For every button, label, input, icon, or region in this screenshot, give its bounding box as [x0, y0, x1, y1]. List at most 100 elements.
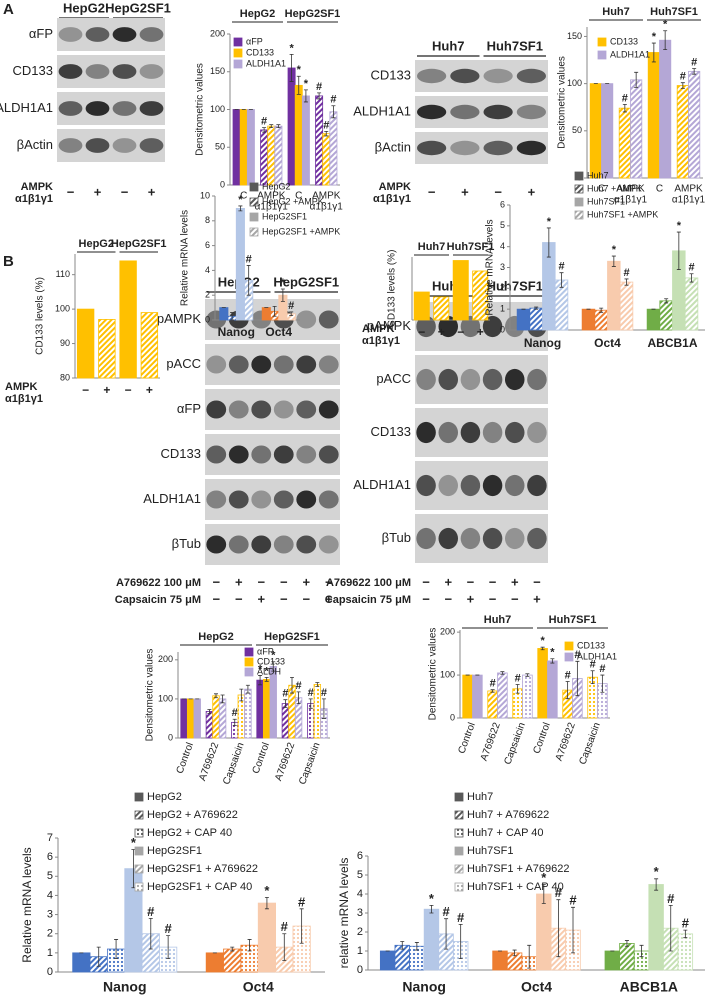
treatment-sign: −	[302, 591, 310, 606]
bar	[647, 52, 660, 179]
x-axis-label: AMPK	[362, 323, 394, 335]
blot-band	[318, 445, 339, 464]
blot-band	[251, 445, 272, 464]
error-bar	[668, 905, 673, 952]
bar	[659, 300, 673, 331]
y-tick-label: 3	[500, 262, 505, 272]
x-tick-label: α1β1γ1	[310, 202, 344, 213]
blot-band	[251, 490, 272, 509]
blot-band	[228, 355, 249, 374]
error-bar	[429, 905, 434, 914]
blot-band	[228, 490, 249, 509]
blot-band	[516, 68, 547, 84]
treatment-sign: +	[325, 591, 333, 606]
blot-strip	[415, 514, 548, 563]
legend-swatch	[564, 652, 574, 662]
significance-mark: #	[555, 885, 563, 900]
significance-mark: *	[258, 663, 263, 675]
error-bar	[565, 681, 570, 700]
y-axis-label: Relative mRNA levels	[485, 219, 496, 315]
blot-band	[318, 310, 339, 329]
error-bar	[246, 265, 251, 296]
significance-mark: #	[569, 893, 577, 908]
error-bar	[238, 205, 243, 212]
y-tick-label: 4	[357, 888, 363, 900]
error-bar	[639, 944, 644, 958]
bar	[322, 133, 331, 186]
legend-swatch	[574, 171, 584, 181]
error-bar	[676, 231, 681, 270]
y-tick-label: 80	[60, 372, 70, 382]
error-bar	[611, 255, 616, 267]
error-bar	[289, 311, 294, 317]
x-tick-label: +	[477, 325, 484, 339]
y-tick-label: 50	[215, 142, 225, 152]
blot-band	[450, 140, 480, 156]
error-bar	[400, 941, 405, 950]
significance-mark: #	[308, 687, 314, 699]
error-bar	[689, 273, 694, 283]
y-axis-label: Densitometric values	[195, 63, 206, 156]
treatment-sign: −	[444, 591, 452, 606]
bar	[462, 674, 473, 719]
blot-row-label: pAMPK	[367, 318, 411, 333]
blot-band	[273, 355, 294, 374]
legend-swatch	[134, 828, 144, 838]
blot-strip	[415, 408, 548, 457]
bar	[218, 698, 227, 739]
error-bar	[214, 693, 218, 699]
treatment-label: α1β1γ1	[15, 193, 53, 205]
error-bar	[590, 670, 595, 685]
error-bar	[654, 878, 659, 891]
significance-mark: #	[457, 910, 465, 925]
blot-band	[483, 140, 513, 156]
significance-mark: *	[289, 42, 294, 54]
bar	[684, 277, 699, 331]
legend-label: Huh7 + CAP 40	[467, 827, 544, 839]
y-tick-label: 200	[440, 627, 455, 637]
legend-label: αFP	[257, 646, 274, 656]
blot-band	[296, 400, 317, 419]
legend-swatch	[244, 657, 254, 667]
blot-band	[139, 27, 164, 42]
blot-header: HepG2	[63, 0, 105, 15]
y-axis-label: Densitometric values	[428, 628, 439, 721]
significance-mark: #	[667, 891, 675, 906]
treatment-label: Capsaicin 75 μM	[325, 594, 411, 606]
bar	[619, 943, 635, 971]
y-axis-label: CD133 levels (%)	[387, 250, 398, 328]
legend-label: Huh7SF1 + A769622	[467, 863, 569, 875]
error-bar	[534, 306, 539, 310]
blot-band	[438, 474, 459, 497]
blot-band	[206, 400, 227, 419]
blot-band	[228, 445, 249, 464]
panel-label: B	[3, 253, 14, 270]
bar	[677, 933, 694, 971]
bar	[274, 125, 283, 186]
y-tick-label: 100	[440, 669, 455, 679]
x-tick-label: Oct4	[521, 979, 552, 995]
y-tick-label: 3	[357, 907, 363, 919]
error-bar	[264, 677, 269, 682]
panel-label: A	[3, 1, 14, 18]
y-tick-label: 0	[220, 179, 225, 189]
y-axis-label: Relative mRNA levels	[20, 847, 34, 962]
significance-mark: #	[574, 649, 580, 661]
bar	[119, 260, 137, 379]
blot-band	[482, 368, 503, 391]
x-tick-label: Capsaicin	[297, 741, 322, 786]
bar	[688, 70, 701, 179]
error-bar	[247, 939, 252, 952]
blot-band	[450, 104, 480, 120]
error-bar	[280, 288, 285, 302]
bar	[257, 902, 277, 973]
significance-mark: #	[691, 56, 697, 68]
blot-header: Huh7SF1	[487, 278, 543, 293]
blot-row-label: ALDH1A1	[353, 103, 411, 118]
legend-swatch	[134, 810, 144, 820]
blot-band	[482, 421, 503, 444]
x-tick-label: Capsaicin	[502, 721, 527, 766]
x-tick-label: AMPK	[616, 184, 645, 195]
error-bar	[600, 674, 605, 693]
treatment-sign: −	[235, 591, 243, 606]
